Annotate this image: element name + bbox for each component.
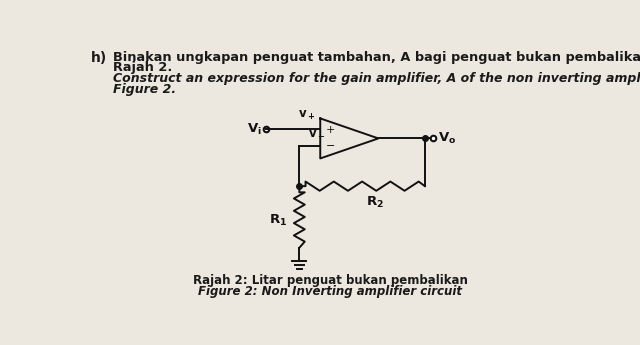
Text: $\mathbf{v_+}$: $\mathbf{v_+}$ (298, 109, 315, 122)
Text: $\mathbf{R_2}$: $\mathbf{R_2}$ (365, 195, 383, 210)
Text: Figure 2.: Figure 2. (113, 83, 175, 96)
Text: Rajah 2.: Rajah 2. (113, 61, 172, 75)
Text: $\mathbf{V_o}$: $\mathbf{V_o}$ (438, 131, 456, 146)
Text: $\mathbf{v_-}$: $\mathbf{v_-}$ (308, 126, 325, 139)
Text: Figure 2: Non Inverting amplifier circuit: Figure 2: Non Inverting amplifier circui… (198, 285, 462, 298)
Text: $\mathbf{V_i}$: $\mathbf{V_i}$ (247, 122, 262, 137)
Text: $\mathbf{R_1}$: $\mathbf{R_1}$ (269, 213, 287, 228)
Text: Construct an expression for the gain amplifier, A of the non inverting amplifier: Construct an expression for the gain amp… (113, 72, 640, 85)
Text: Binakan ungkapan penguat tambahan, A bagi penguat bukan pembalikan dalam: Binakan ungkapan penguat tambahan, A bag… (113, 51, 640, 63)
Text: −: − (326, 141, 335, 151)
Text: h): h) (91, 51, 107, 65)
Text: +: + (326, 125, 335, 135)
Text: Rajah 2: Litar penguat bukan pembalikan: Rajah 2: Litar penguat bukan pembalikan (193, 274, 468, 287)
